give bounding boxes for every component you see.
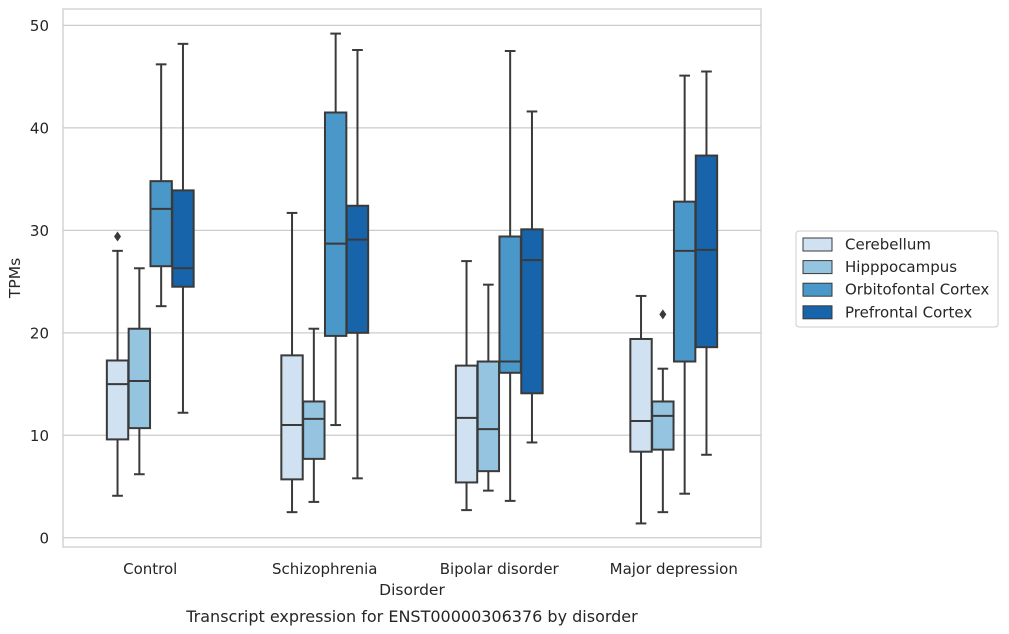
box-iqr bbox=[651, 400, 675, 451]
box-prefrontal-cortex-0 bbox=[171, 42, 195, 414]
box-hipppocampus-3 bbox=[651, 309, 675, 514]
x-tick-label: Control bbox=[123, 560, 177, 578]
y-tick-label: 40 bbox=[30, 119, 49, 137]
legend-swatch bbox=[802, 237, 833, 252]
x-axis-label: Disorder bbox=[379, 581, 445, 599]
x-tick-labels: Control Schizophrenia Bipolar disorder Majo… bbox=[123, 560, 738, 578]
box-iqr bbox=[498, 235, 522, 374]
outlier-point bbox=[659, 309, 667, 320]
box-prefrontal-cortex-2 bbox=[520, 110, 544, 444]
legend: Cerebellum Hipppocampus Orbitofontal Corte… bbox=[795, 230, 999, 328]
y-tick-label: 0 bbox=[39, 529, 49, 547]
box-iqr bbox=[105, 359, 130, 441]
box-cerebellum-2 bbox=[454, 260, 479, 512]
box-prefrontal-cortex-1 bbox=[345, 48, 370, 480]
legend-swatch bbox=[802, 305, 833, 320]
box-iqr bbox=[520, 228, 544, 395]
y-tick-label: 30 bbox=[30, 222, 49, 240]
box-iqr bbox=[672, 200, 697, 363]
y-tick-label: 50 bbox=[30, 17, 49, 35]
legend-label: Orbitofontal Cortex bbox=[845, 281, 989, 299]
y-tick-labels: 0 10 20 30 40 50 bbox=[30, 17, 49, 547]
box-iqr bbox=[127, 327, 152, 430]
y-tick-label: 20 bbox=[30, 324, 49, 342]
box-iqr bbox=[149, 180, 173, 268]
box-prefrontal-cortex-3 bbox=[694, 70, 719, 456]
box-hipppocampus-2 bbox=[476, 283, 501, 492]
box-hipppocampus-1 bbox=[302, 327, 326, 503]
box-cerebellum-0 bbox=[105, 231, 130, 497]
x-tick-label: Schizophrenia bbox=[272, 560, 377, 578]
box-iqr bbox=[454, 364, 479, 484]
plot-background bbox=[63, 9, 761, 547]
box-iqr bbox=[280, 354, 304, 481]
legend-label: Prefrontal Cortex bbox=[845, 303, 972, 321]
legend-label: Cerebellum bbox=[845, 236, 931, 254]
box-iqr bbox=[629, 337, 653, 453]
box-iqr bbox=[476, 360, 501, 473]
legend-swatch bbox=[802, 282, 833, 297]
legend-frame bbox=[795, 230, 999, 328]
box-iqr bbox=[171, 189, 195, 288]
box-cerebellum-3 bbox=[629, 294, 653, 525]
box-hipppocampus-0 bbox=[127, 267, 152, 476]
plot-frame bbox=[62, 8, 762, 548]
y-axis-label: TPMs bbox=[6, 258, 24, 299]
outlier-point bbox=[114, 231, 122, 242]
box-iqr bbox=[694, 154, 719, 349]
legend-label: Hipppocampus bbox=[845, 258, 957, 276]
box-iqr bbox=[323, 111, 348, 337]
box-iqr bbox=[302, 400, 326, 460]
x-tick-label: Major depression bbox=[610, 560, 738, 578]
y-tick-label: 10 bbox=[30, 427, 49, 445]
box-orbitofontal-cortex-3 bbox=[672, 74, 697, 495]
x-tick-label: Bipolar disorder bbox=[440, 560, 560, 578]
box-orbitofontal-cortex-0 bbox=[149, 63, 173, 308]
box-iqr bbox=[345, 204, 370, 334]
legend-swatch bbox=[802, 260, 833, 275]
boxes bbox=[105, 32, 719, 525]
chart-caption: Transcript expression for ENST0000030637… bbox=[185, 607, 638, 626]
